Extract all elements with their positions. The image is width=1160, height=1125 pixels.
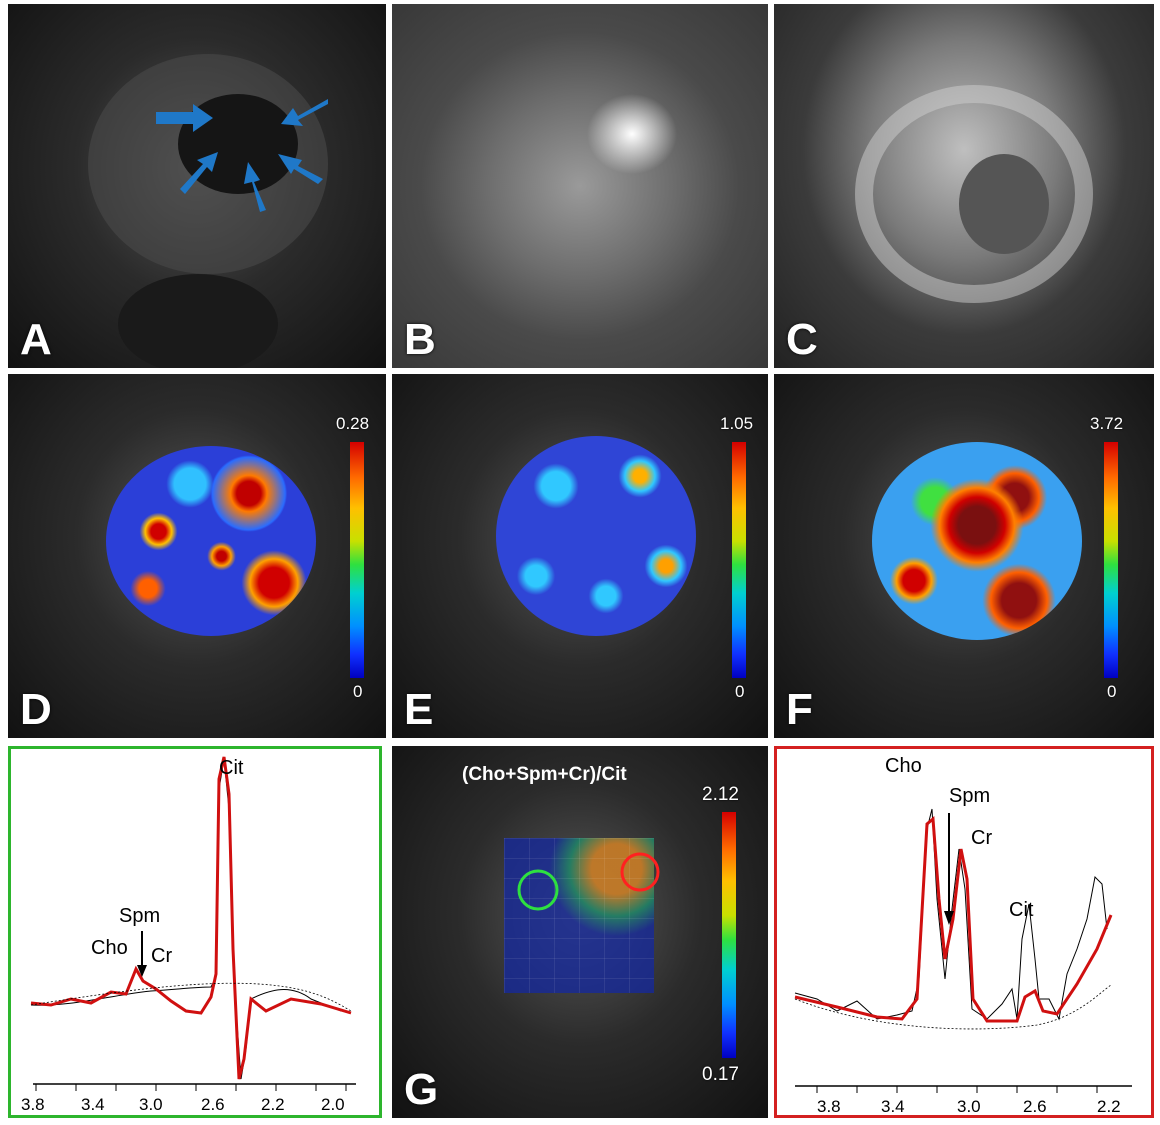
colorbar [732,442,746,678]
green-voxel-marker [517,869,559,911]
panel-letter: G [404,1065,439,1114]
peak-label-cr: Cr [151,945,173,967]
panel-letter: E [404,685,434,734]
colorbar [722,812,736,1058]
spectrum-right-box: Cho Spm Cr Cit 3.8 3.4 3.0 2.6 2.2 [774,746,1154,1118]
heatmap-disc [106,446,316,636]
peak-label-cit: Cit [219,757,244,779]
axis-tick: 2.0 [321,1095,345,1114]
voxel-markers [517,852,660,911]
panel-g-ratio-map: (Cho+Spm+Cr)/Cit 2.12 0.17 G [392,746,768,1118]
panel-f-map: 3.72 0 F [774,374,1154,738]
panel-d-map: 0.28 0 D [8,374,386,738]
axis-tick: 2.2 [261,1095,285,1114]
axis-tick: 3.0 [139,1095,163,1114]
heatmap-disc [496,436,696,636]
axis-tick: 3.4 [881,1097,905,1116]
axis-tick: 2.6 [1023,1097,1047,1116]
peak-label-spm: Spm [949,785,991,807]
colorbar-max: 2.12 [702,784,739,805]
prostate-ring [855,85,1093,303]
panel-letter: D [20,685,52,734]
axis-tick: 2.2 [1097,1097,1121,1116]
blue-arrows [88,54,328,368]
arrow-icon [278,154,323,184]
peak-label-cr: Cr [971,827,993,849]
axis-tick: 3.4 [81,1095,105,1114]
bright-lesion [587,94,677,174]
peak-label-cho: Cho [885,755,922,777]
peak-label-cit: Cit [1009,899,1034,921]
panel-letter: A [20,315,52,364]
colorbar-min: 0 [1107,682,1117,701]
panel-a-t2-image: A [8,4,386,368]
colorbar-min: 0.17 [702,1064,739,1085]
arrow-icon [156,104,213,132]
panel-b-dwi-image: B [392,4,768,368]
red-voxel-marker [620,852,660,892]
colorbar-max: 0.28 [336,414,370,433]
colorbar [1104,442,1118,678]
voxel-grid [504,838,654,993]
heatmap-disc [872,442,1082,640]
peak-label-spm: Spm [119,905,161,927]
axis-tick: 3.8 [817,1097,841,1116]
arrow-icon [244,162,266,212]
colorbar-max: 3.72 [1090,414,1124,433]
axis-tick: 3.0 [957,1097,981,1116]
panel-c-adc-image: C [774,4,1154,368]
colorbar-min: 0 [735,682,745,701]
panel-letter: C [786,315,818,364]
axis-tick: 3.8 [21,1095,45,1114]
spectrum-left-box: Cit Spm Cho Cr 3.8 3.4 3.0 2.6 2.2 2.0 [8,746,382,1118]
arrow-icon [281,99,328,126]
colorbar [350,442,364,678]
arrow-icon [180,152,218,194]
colorbar-max: 1.05 [720,414,754,433]
colorbar-min: 0 [353,682,363,701]
panel-letter: F [786,685,813,734]
peak-label-cho: Cho [91,937,128,959]
spectrum-left-plot [30,756,356,1091]
panel-letter: B [404,315,436,364]
axis-tick: 2.6 [201,1095,225,1114]
panel-e-map: 1.05 0 E [392,374,768,738]
spectrum-right-plot [794,808,1132,1093]
map-title: (Cho+Spm+Cr)/Cit [462,764,627,785]
